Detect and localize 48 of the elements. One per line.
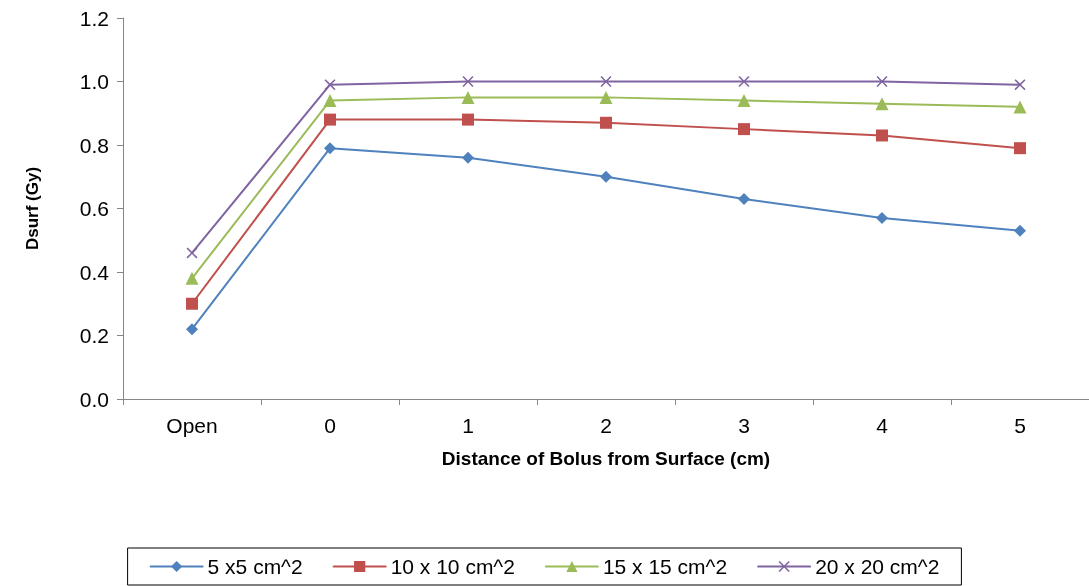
legend-label: 5 x5 cm^2 bbox=[207, 555, 303, 578]
x-tick-label: 4 bbox=[876, 414, 889, 437]
x-tick-label: 1 bbox=[462, 414, 474, 437]
point bbox=[876, 76, 888, 87]
point bbox=[462, 76, 474, 87]
point bbox=[186, 247, 198, 259]
x-tick-label: 2 bbox=[600, 414, 612, 437]
y-tick-label: 0.6 bbox=[79, 197, 109, 220]
point bbox=[875, 97, 889, 111]
y-tick-label: 0.8 bbox=[79, 133, 109, 157]
x-tick-label: 3 bbox=[738, 414, 750, 437]
y-tick-label: 0.2 bbox=[79, 324, 109, 347]
y-tick-label: 1.0 bbox=[79, 70, 109, 93]
point bbox=[186, 297, 198, 310]
point bbox=[737, 94, 751, 108]
point bbox=[1014, 142, 1026, 155]
point bbox=[876, 212, 888, 225]
point bbox=[876, 129, 888, 142]
y-tick-label: 1.2 bbox=[79, 6, 109, 30]
x-tick-label: 5 bbox=[1014, 414, 1026, 437]
point bbox=[738, 123, 750, 136]
point bbox=[324, 79, 336, 91]
point bbox=[600, 76, 612, 87]
point bbox=[599, 90, 613, 104]
point bbox=[324, 113, 336, 126]
legend-label: 15 x 15 cm^2 bbox=[602, 555, 728, 578]
x-axis-title: Distance of Bolus from Surface (cm) bbox=[441, 448, 771, 469]
legend-label: 10 x 10 cm^2 bbox=[390, 555, 515, 578]
y-tick-label: 0.4 bbox=[79, 260, 110, 284]
point bbox=[185, 271, 199, 285]
point bbox=[323, 94, 337, 108]
point bbox=[600, 170, 612, 183]
point bbox=[462, 113, 474, 126]
x-tick-label: 0 bbox=[324, 414, 336, 437]
legend-label: 20 x 20 cm^2 bbox=[815, 555, 940, 578]
point bbox=[600, 116, 612, 129]
point bbox=[1014, 79, 1026, 91]
point bbox=[462, 151, 474, 164]
point bbox=[738, 192, 750, 205]
y-tick-label: 0.0 bbox=[79, 387, 109, 411]
y-axis-title: Dsurf (Gy) bbox=[23, 166, 42, 251]
point bbox=[324, 142, 336, 155]
point bbox=[186, 323, 198, 336]
point bbox=[1013, 100, 1027, 114]
point bbox=[738, 76, 750, 87]
point bbox=[461, 90, 475, 104]
point bbox=[1014, 224, 1026, 237]
x-tick-label: Open bbox=[166, 414, 218, 437]
